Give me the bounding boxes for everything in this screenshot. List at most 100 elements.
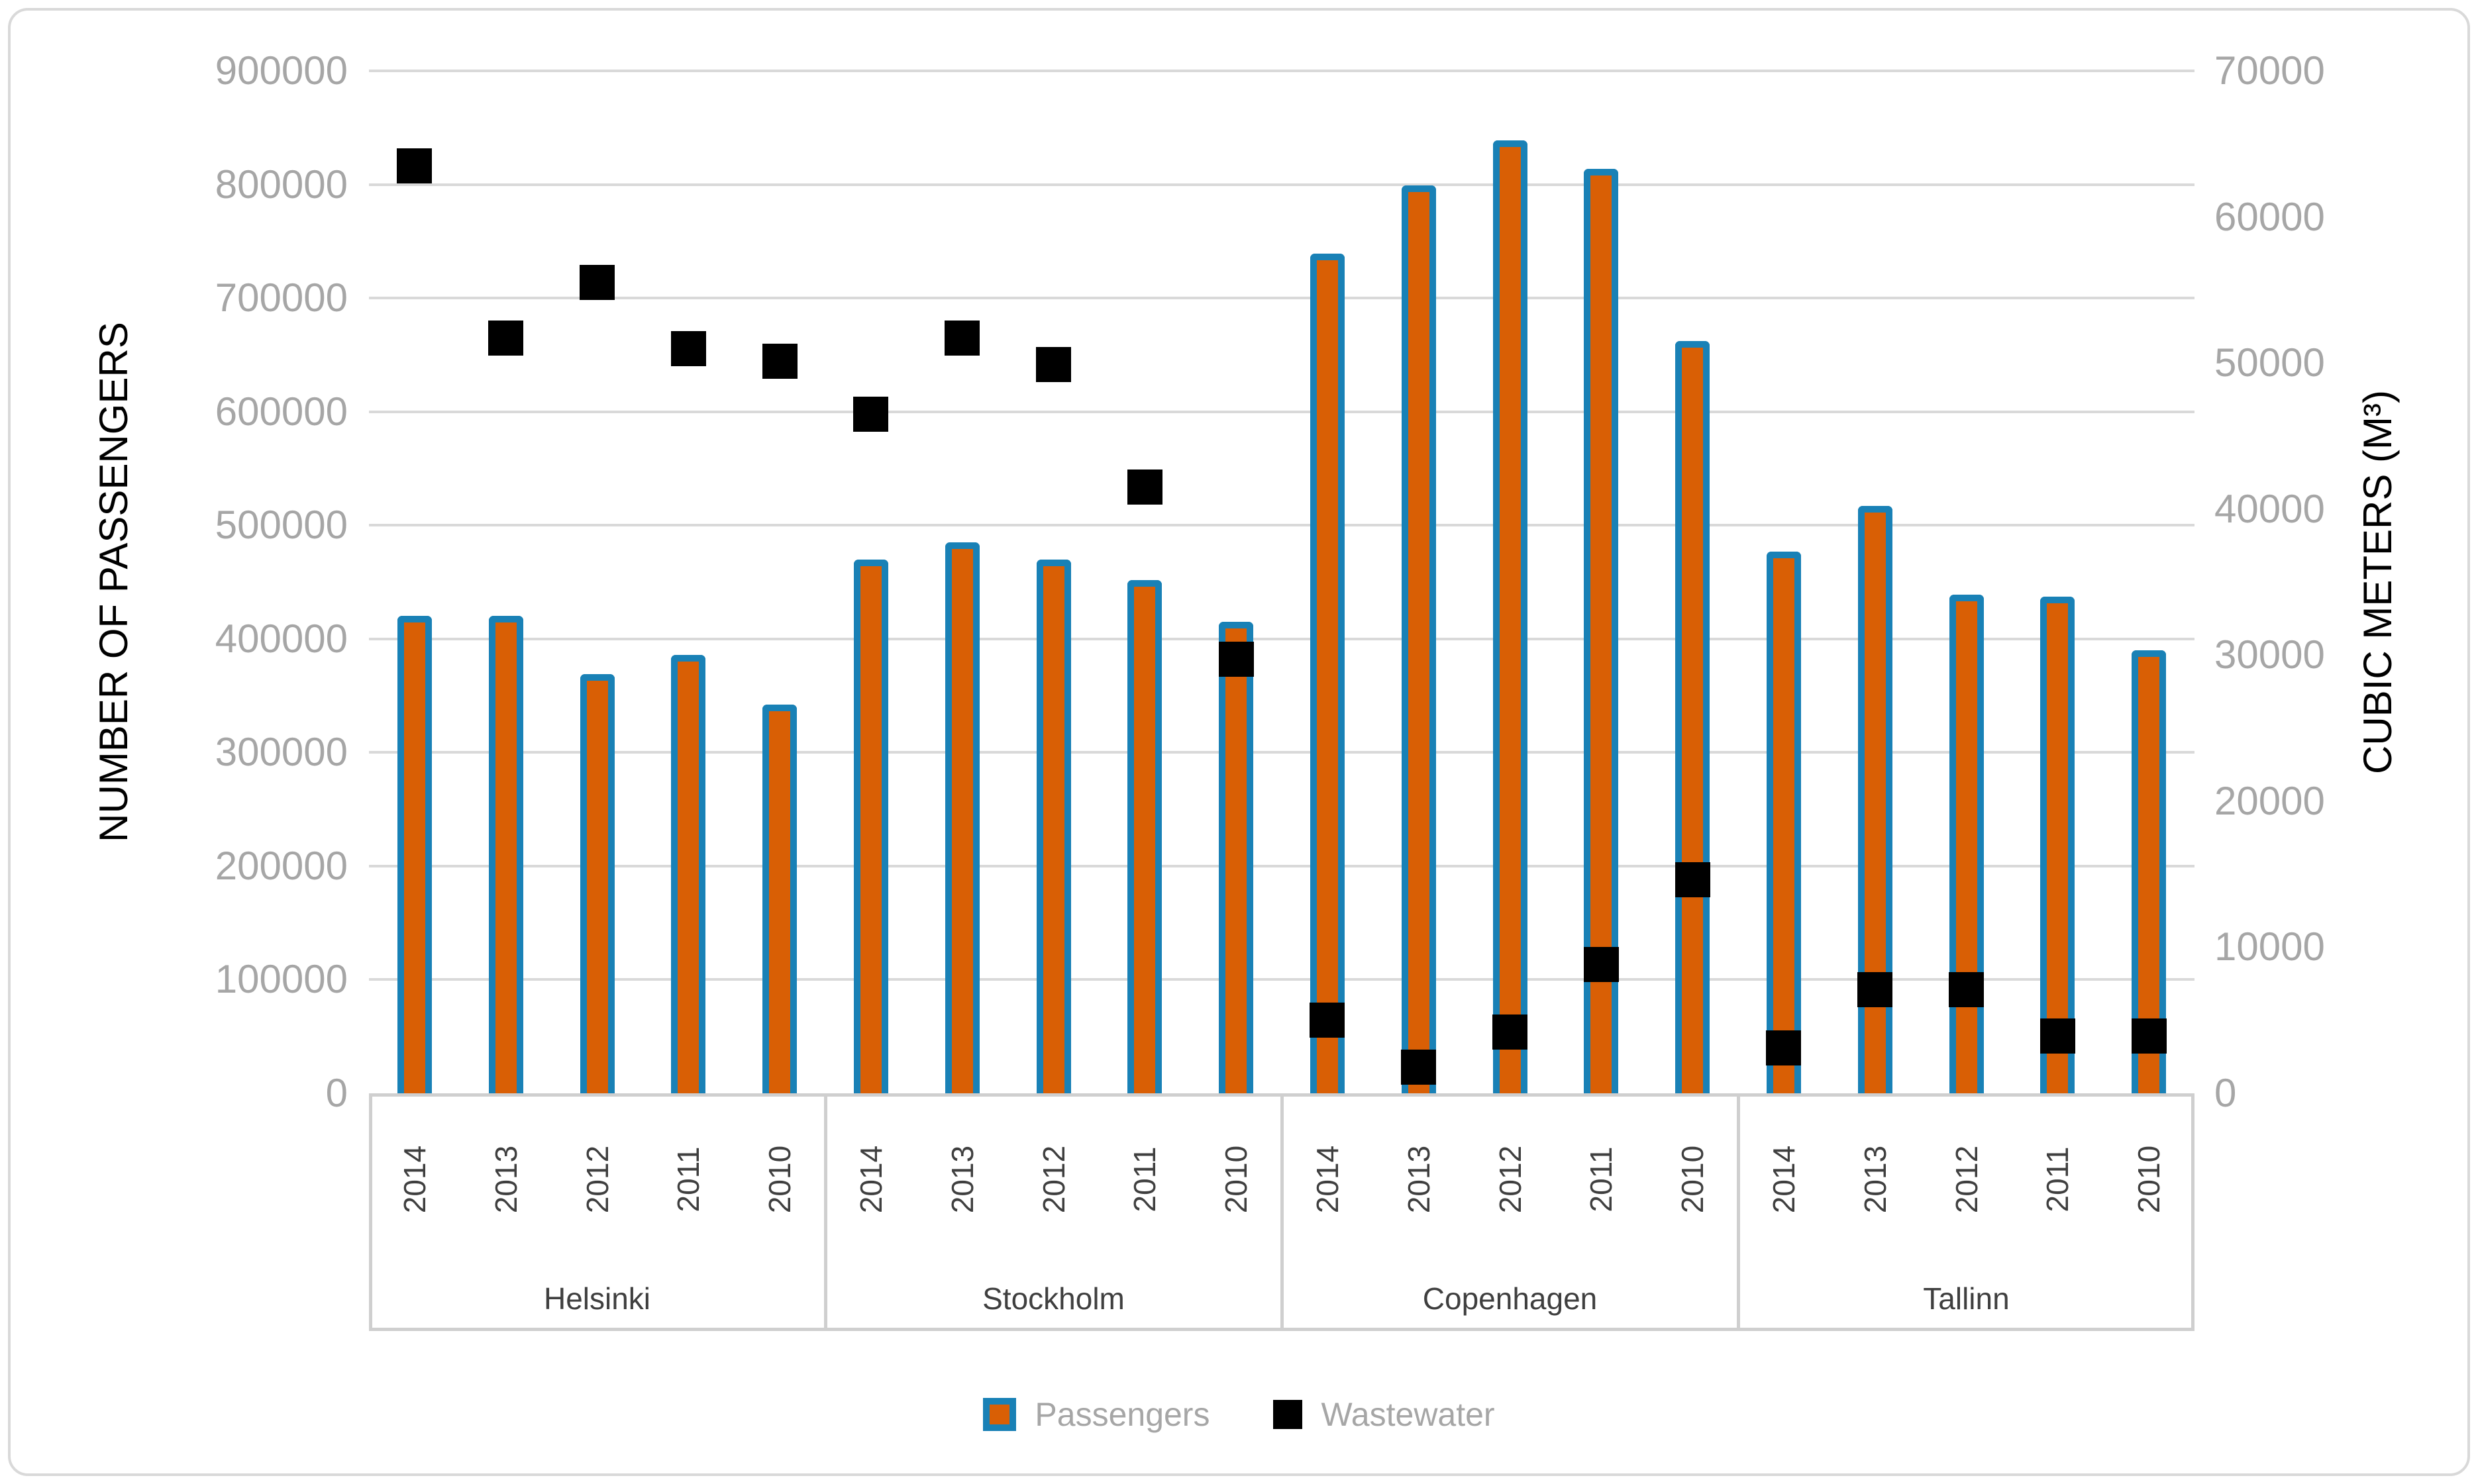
bar-passengers-copenhagen-2013 bbox=[1401, 185, 1436, 1093]
city-label-helsinki: Helsinki bbox=[543, 1281, 651, 1316]
legend-marker-wastewater bbox=[1273, 1400, 1303, 1429]
right-axis-tick-label: 30000 bbox=[2214, 632, 2325, 677]
marker-wastewater-tallinn-2011 bbox=[2039, 1018, 2075, 1054]
bar-passengers-tallinn-2012 bbox=[1949, 594, 1984, 1093]
right-axis-tick-label: 0 bbox=[2214, 1071, 2237, 1115]
marker-wastewater-helsinki-2013 bbox=[488, 321, 524, 356]
legend-label-passengers: Passengers bbox=[1035, 1396, 1210, 1433]
category-group-separator bbox=[1737, 1093, 1740, 1331]
city-label-stockholm: Stockholm bbox=[982, 1281, 1125, 1316]
year-label-helsinki-2013: 2013 bbox=[488, 1145, 523, 1214]
year-label-copenhagen-2012: 2012 bbox=[1492, 1145, 1527, 1214]
marker-wastewater-tallinn-2014 bbox=[1766, 1030, 1802, 1066]
marker-wastewater-helsinki-2012 bbox=[580, 265, 615, 301]
year-label-tallinn-2014: 2014 bbox=[1766, 1145, 1801, 1214]
bar-passengers-helsinki-2013 bbox=[488, 616, 523, 1093]
category-group-separator bbox=[1280, 1093, 1284, 1331]
marker-wastewater-stockholm-2012 bbox=[1036, 346, 1071, 382]
year-label-copenhagen-2010: 2010 bbox=[1675, 1145, 1710, 1214]
left-axis-tick-label: 500000 bbox=[215, 503, 348, 548]
bar-passengers-copenhagen-2012 bbox=[1492, 140, 1527, 1093]
bar-passengers-copenhagen-2011 bbox=[1584, 168, 1619, 1093]
year-label-stockholm-2012: 2012 bbox=[1036, 1145, 1071, 1214]
right-axis-tick-label: 70000 bbox=[2214, 48, 2325, 93]
bar-passengers-copenhagen-2010 bbox=[1675, 341, 1710, 1093]
bar-passengers-stockholm-2011 bbox=[1127, 579, 1162, 1093]
year-label-copenhagen-2013: 2013 bbox=[1401, 1145, 1436, 1214]
marker-wastewater-copenhagen-2011 bbox=[1583, 947, 1619, 983]
marker-wastewater-stockholm-2013 bbox=[945, 321, 980, 356]
year-label-helsinki-2012: 2012 bbox=[580, 1145, 615, 1214]
gridline bbox=[369, 183, 2194, 186]
marker-wastewater-stockholm-2014 bbox=[853, 396, 889, 432]
bar-passengers-helsinki-2011 bbox=[671, 654, 706, 1093]
year-label-stockholm-2013: 2013 bbox=[945, 1145, 980, 1214]
left-axis-tick-label: 600000 bbox=[215, 389, 348, 434]
marker-wastewater-copenhagen-2012 bbox=[1492, 1014, 1527, 1050]
bar-passengers-stockholm-2014 bbox=[853, 559, 888, 1093]
city-label-tallinn: Tallinn bbox=[1923, 1281, 2010, 1316]
gridline bbox=[369, 637, 2194, 640]
marker-wastewater-tallinn-2012 bbox=[1949, 971, 1984, 1007]
year-label-helsinki-2011: 2011 bbox=[671, 1146, 706, 1212]
bar-passengers-stockholm-2010 bbox=[1219, 622, 1254, 1093]
left-axis-title: NUMBER OF PASSENGERS bbox=[91, 322, 136, 842]
left-axis-tick-label: 700000 bbox=[215, 275, 348, 321]
left-axis-tick-label: 0 bbox=[325, 1071, 348, 1115]
right-axis-tick-label: 10000 bbox=[2214, 924, 2325, 969]
legend: Passengers Wastewater bbox=[0, 1388, 2478, 1441]
city-label-copenhagen: Copenhagen bbox=[1422, 1281, 1598, 1316]
year-label-copenhagen-2011: 2011 bbox=[1584, 1146, 1619, 1212]
right-axis-tick-label: 50000 bbox=[2214, 340, 2325, 385]
bar-passengers-helsinki-2014 bbox=[397, 616, 432, 1093]
marker-wastewater-tallinn-2013 bbox=[1857, 971, 1893, 1007]
left-axis-tick-label: 400000 bbox=[215, 616, 348, 661]
marker-wastewater-copenhagen-2013 bbox=[1401, 1049, 1437, 1085]
marker-wastewater-copenhagen-2010 bbox=[1675, 862, 1710, 898]
gridline bbox=[369, 297, 2194, 300]
year-label-tallinn-2011: 2011 bbox=[2040, 1146, 2075, 1212]
left-axis-tick-label: 200000 bbox=[215, 843, 348, 888]
bar-passengers-tallinn-2014 bbox=[1766, 551, 1801, 1093]
left-axis-tick-label: 300000 bbox=[215, 730, 348, 775]
bar-passengers-tallinn-2011 bbox=[2040, 597, 2075, 1093]
gridline bbox=[369, 70, 2194, 72]
bar-passengers-stockholm-2013 bbox=[945, 542, 980, 1093]
marker-wastewater-helsinki-2011 bbox=[670, 330, 706, 366]
marker-wastewater-helsinki-2010 bbox=[762, 344, 798, 379]
left-axis-tick-label: 900000 bbox=[215, 48, 348, 93]
category-group-separator bbox=[824, 1093, 827, 1331]
year-label-stockholm-2011: 2011 bbox=[1127, 1146, 1162, 1212]
right-axis-tick-label: 20000 bbox=[2214, 778, 2325, 823]
year-label-tallinn-2010: 2010 bbox=[2132, 1145, 2167, 1214]
marker-wastewater-stockholm-2011 bbox=[1127, 470, 1162, 505]
legend-label-wastewater: Wastewater bbox=[1321, 1396, 1495, 1433]
bar-passengers-stockholm-2012 bbox=[1036, 559, 1071, 1093]
gridline bbox=[369, 978, 2194, 981]
year-label-helsinki-2014: 2014 bbox=[397, 1145, 432, 1214]
year-label-copenhagen-2014: 2014 bbox=[1310, 1145, 1345, 1214]
marker-wastewater-tallinn-2010 bbox=[2131, 1018, 2167, 1054]
bar-passengers-helsinki-2010 bbox=[762, 705, 798, 1093]
left-axis-tick-label: 100000 bbox=[215, 957, 348, 1002]
gridline bbox=[369, 864, 2194, 867]
right-axis-title: CUBIC METERS (M³) bbox=[2355, 390, 2400, 774]
bar-passengers-helsinki-2012 bbox=[580, 673, 615, 1093]
gridline bbox=[369, 410, 2194, 413]
year-label-tallinn-2013: 2013 bbox=[1857, 1145, 1892, 1214]
year-label-tallinn-2012: 2012 bbox=[1949, 1145, 1984, 1214]
legend-marker-passengers bbox=[983, 1398, 1017, 1431]
marker-wastewater-helsinki-2014 bbox=[397, 148, 433, 183]
year-label-stockholm-2014: 2014 bbox=[853, 1145, 888, 1214]
right-axis-tick-label: 40000 bbox=[2214, 486, 2325, 531]
year-label-stockholm-2010: 2010 bbox=[1219, 1145, 1254, 1214]
gridline bbox=[369, 524, 2194, 527]
right-axis-tick-label: 60000 bbox=[2214, 194, 2325, 239]
gridline bbox=[369, 751, 2194, 754]
marker-wastewater-copenhagen-2014 bbox=[1310, 1003, 1345, 1038]
year-label-helsinki-2010: 2010 bbox=[762, 1145, 798, 1214]
left-axis-tick-label: 800000 bbox=[215, 162, 348, 207]
bar-passengers-copenhagen-2014 bbox=[1310, 254, 1345, 1093]
marker-wastewater-stockholm-2010 bbox=[1218, 642, 1254, 677]
